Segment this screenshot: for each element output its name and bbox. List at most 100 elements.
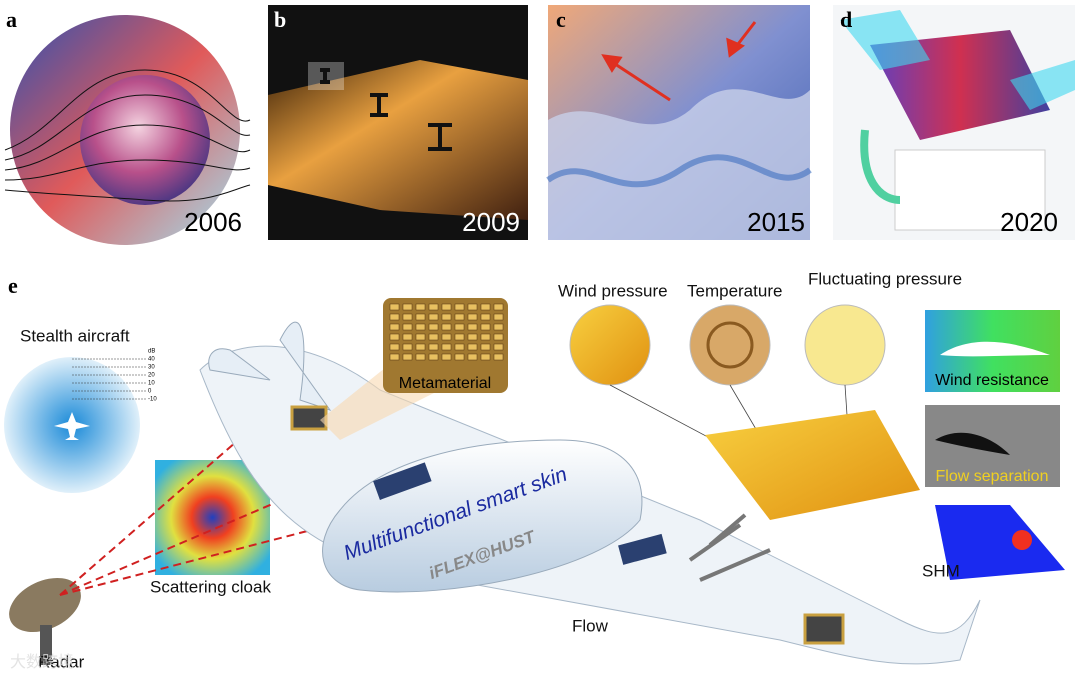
chip <box>290 405 328 431</box>
unit-cell <box>415 313 426 321</box>
unit-cell <box>467 303 478 311</box>
year: 2015 <box>747 207 805 237</box>
unit-cell <box>441 343 452 351</box>
metamaterial-grid <box>389 303 504 361</box>
sensor-coil <box>706 321 754 369</box>
unit-cell <box>493 313 504 321</box>
surface-ridge <box>546 154 812 188</box>
caption: Temperature <box>687 281 782 300</box>
aircraft-icon <box>54 412 90 440</box>
scale-label: 20 <box>148 373 155 379</box>
caption: Stealth aircraft <box>20 326 130 345</box>
neural-network <box>894 149 1046 231</box>
caption: Fluctuating pressure <box>808 269 962 288</box>
caption: SHM <box>922 561 960 580</box>
unit-cell <box>428 353 439 361</box>
panel-label: a <box>6 7 17 32</box>
scale-label: -10 <box>148 397 157 403</box>
unit-cell <box>389 313 400 321</box>
unit-cell <box>454 303 465 311</box>
unit-cell <box>389 343 400 351</box>
unit-cell <box>493 343 504 351</box>
caption: Flow <box>572 616 609 635</box>
unit-cell <box>454 333 465 341</box>
caption: Wind pressure <box>558 281 668 300</box>
unit-cell <box>493 333 504 341</box>
shm-hotspot <box>1012 530 1032 550</box>
airfoil <box>935 432 1010 455</box>
panel-b: b 2009 <box>268 5 528 240</box>
panel-label: c <box>556 7 566 32</box>
unit-cell <box>402 333 413 341</box>
unit-cell <box>454 343 465 351</box>
shm-sim <box>935 505 1065 580</box>
unit-cell <box>389 323 400 331</box>
sensor-sheet <box>705 410 920 520</box>
unit-cell <box>402 313 413 321</box>
unit-cell <box>480 333 491 341</box>
panel-d: d 2020 <box>833 5 1075 240</box>
unit-cell <box>428 343 439 351</box>
caption: Flow separation <box>936 468 1049 485</box>
sphere <box>80 75 210 205</box>
watermark: 大数跨境 <box>10 652 74 671</box>
unit-cell <box>493 303 504 311</box>
unit-cell <box>493 323 504 331</box>
unit-cell <box>389 333 400 341</box>
unit-cell <box>480 313 491 321</box>
unit-cell <box>402 323 413 331</box>
tail-fin <box>208 348 271 381</box>
unit-cell <box>480 303 491 311</box>
panel-label: e <box>8 273 18 298</box>
unit-cell <box>467 353 478 361</box>
unit-cell <box>493 353 504 361</box>
wind-pressure-sensor <box>569 304 651 386</box>
caption: Scattering cloak <box>150 577 271 596</box>
beam <box>1010 60 1075 110</box>
unit-cell <box>467 343 478 351</box>
scale-label: 30 <box>148 365 155 371</box>
chip <box>803 613 845 645</box>
temperature-sensor <box>689 304 771 386</box>
aircraft: Multifunctional smart skin iFLEX@HUST <box>199 321 981 665</box>
panel-c: c 2015 <box>546 5 812 240</box>
unit-cell <box>480 353 491 361</box>
scale-marks <box>320 68 452 151</box>
scale-label: 0 <box>148 389 152 395</box>
unit-cell <box>480 323 491 331</box>
radar-stand <box>40 625 52 665</box>
unit-cell <box>480 343 491 351</box>
unit-cell <box>441 313 452 321</box>
unit-cell <box>415 323 426 331</box>
unit-cell <box>389 353 400 361</box>
unit-cell <box>415 333 426 341</box>
unit-cell <box>415 343 426 351</box>
unit-cell <box>415 353 426 361</box>
unit-cell <box>467 313 478 321</box>
unit-cell <box>441 353 452 361</box>
flow-arrow <box>860 129 901 204</box>
caption: Metamaterial <box>399 375 491 392</box>
unit-cell <box>415 303 426 311</box>
scale-unit: dB <box>148 349 155 355</box>
caption: Radar <box>38 652 85 671</box>
panel-label: d <box>840 7 852 32</box>
db-scale: dB 40 30 20 10 0 -10 <box>72 349 157 403</box>
unit-cell <box>402 303 413 311</box>
unit-cell <box>467 323 478 331</box>
arrows <box>601 21 757 102</box>
panel-label: b <box>274 7 286 32</box>
cloak-field <box>155 460 270 575</box>
panel-a: a 2006 <box>4 7 251 245</box>
unit-cell <box>428 323 439 331</box>
year: 2009 <box>462 207 520 237</box>
unit-cell <box>441 323 452 331</box>
beam <box>840 10 930 70</box>
caption: Wind resistance <box>935 372 1049 389</box>
unit-cell <box>441 333 452 341</box>
unit-cell <box>428 333 439 341</box>
unit-cell <box>428 303 439 311</box>
unit-cell <box>402 343 413 351</box>
field-lines <box>4 69 251 202</box>
